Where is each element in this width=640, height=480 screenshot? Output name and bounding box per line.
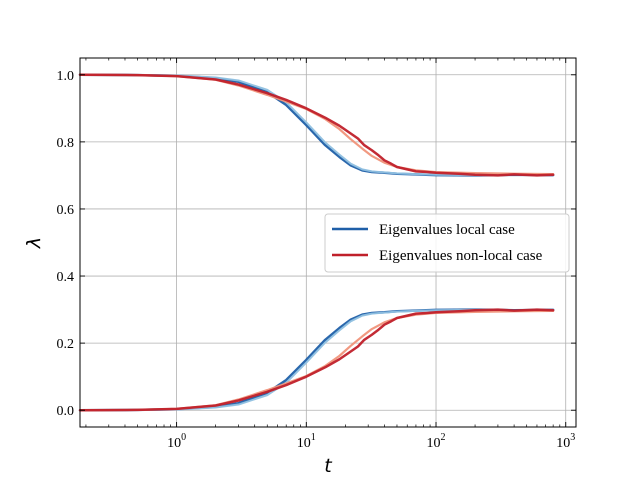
legend-label: Eigenvalues non-local case xyxy=(379,248,543,264)
y-tick-label: 0.2 xyxy=(57,337,75,352)
series-line-nonlocal-light xyxy=(78,309,555,412)
x-tick-label: 102 xyxy=(427,432,446,451)
x-tick-label: 100 xyxy=(167,432,186,451)
series-line-local-light xyxy=(79,308,555,412)
series-line-nonlocal xyxy=(78,73,555,177)
legend: Eigenvalues local case Eigenvalues non-lo… xyxy=(324,213,570,273)
y-tick-label: 0.0 xyxy=(57,404,75,419)
series-group xyxy=(78,73,555,412)
series-line-local xyxy=(78,308,555,412)
series-line-local-light xyxy=(79,73,555,177)
legend-label: Eigenvalues local case xyxy=(379,222,515,238)
series-line-local xyxy=(78,73,555,177)
legend-box xyxy=(324,213,570,273)
y-axis-label: λ xyxy=(23,237,45,249)
y-tick-label: 0.8 xyxy=(57,136,75,151)
y-tick-label: 1.0 xyxy=(57,69,75,84)
x-axis-label: t xyxy=(324,455,333,477)
x-tick-label: 101 xyxy=(297,432,316,451)
plot-frame xyxy=(79,57,577,428)
series-line-nonlocal xyxy=(78,308,555,412)
x-tick-label: 103 xyxy=(556,432,575,451)
y-tick-label: 0.4 xyxy=(57,270,75,285)
y-tick-label: 0.6 xyxy=(57,203,75,218)
axes: 100 101 102 103 0.0 0.2 0.4 0.6 0.8 1.0 xyxy=(57,57,577,451)
series-line-nonlocal-light xyxy=(78,73,555,176)
